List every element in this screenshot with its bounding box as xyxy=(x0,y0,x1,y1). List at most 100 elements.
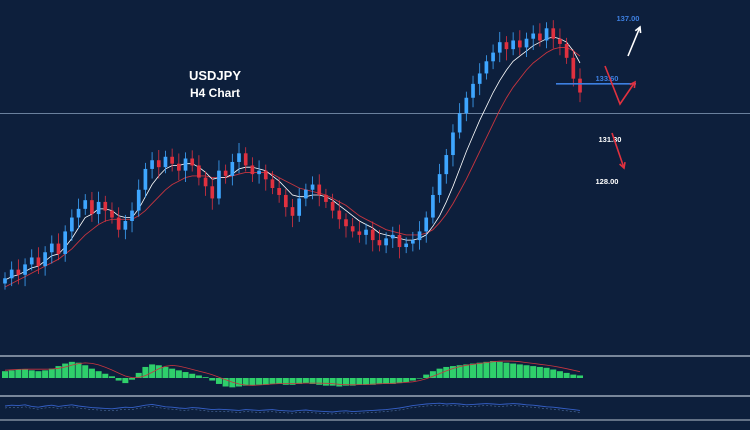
candle-body xyxy=(243,153,248,166)
candle-body xyxy=(36,257,41,267)
candle xyxy=(83,194,88,215)
candle xyxy=(538,23,542,47)
macd-bar xyxy=(182,372,189,378)
candle-body xyxy=(16,269,21,275)
candle-body xyxy=(531,33,536,39)
candle xyxy=(477,63,482,96)
candle-body xyxy=(330,201,335,211)
bullish-arrow xyxy=(627,26,641,57)
candle-body xyxy=(116,217,121,230)
macd-bar xyxy=(1,371,9,378)
candle-body xyxy=(70,217,74,232)
candle xyxy=(411,231,415,252)
candle-body xyxy=(397,234,402,248)
macd-bar xyxy=(135,372,142,378)
candle-body xyxy=(9,269,14,279)
candle-body xyxy=(504,42,509,50)
candle xyxy=(110,202,114,224)
candle-body xyxy=(156,160,161,168)
candle xyxy=(364,223,368,245)
candle xyxy=(484,55,489,80)
macd-bar xyxy=(523,365,530,378)
candle-body xyxy=(63,231,68,254)
candle-body xyxy=(457,113,462,133)
macd-bar xyxy=(195,375,202,378)
candle-body xyxy=(237,153,241,162)
candle-body xyxy=(471,83,475,98)
macd-bar xyxy=(389,378,396,384)
candle xyxy=(116,207,121,238)
candle-body xyxy=(571,57,576,79)
candle-body xyxy=(497,42,502,53)
candle xyxy=(130,202,134,233)
macd-bar xyxy=(530,366,537,378)
candle-body xyxy=(377,240,382,246)
candle xyxy=(237,143,241,174)
candle-body xyxy=(83,200,88,209)
macd-bar xyxy=(169,368,176,378)
candle-body xyxy=(3,278,7,284)
candle xyxy=(103,195,108,222)
candle-body xyxy=(143,168,148,190)
candle-body xyxy=(23,264,27,275)
candle xyxy=(404,237,409,254)
candle-body xyxy=(544,28,549,41)
candle xyxy=(3,272,7,290)
candle xyxy=(504,36,509,61)
candle xyxy=(417,221,422,250)
candle xyxy=(497,31,502,63)
price-pane: 133.60 131.30 128.00 137.00 USDJPY H4 Chart xyxy=(0,14,750,290)
macd-bar xyxy=(242,378,249,386)
candle xyxy=(9,261,14,287)
macd-bar xyxy=(35,371,42,378)
macd-bar xyxy=(215,378,222,384)
candle xyxy=(257,160,261,184)
candle-body xyxy=(277,188,281,195)
rsi-pane xyxy=(4,402,581,415)
macd-bar xyxy=(443,366,450,378)
candle xyxy=(217,160,221,205)
bearish-arrow-head xyxy=(619,161,626,170)
candle xyxy=(324,188,328,208)
macd-bar xyxy=(449,366,456,378)
macd-bar xyxy=(576,375,584,378)
candle-body xyxy=(90,200,94,215)
candle xyxy=(524,32,529,57)
candle xyxy=(350,218,355,238)
macd-bar xyxy=(316,378,323,385)
macd-bar xyxy=(129,378,136,380)
macd-bar xyxy=(189,373,196,378)
correction-arrow-head xyxy=(629,80,636,89)
candle xyxy=(337,200,342,229)
candle-body xyxy=(370,229,375,241)
macd-bar xyxy=(222,378,229,387)
macd-bar xyxy=(510,363,517,378)
candle xyxy=(150,152,154,179)
macd-bar xyxy=(409,378,416,381)
macd-bar xyxy=(456,365,463,378)
candle-body xyxy=(56,243,61,254)
macd-bar xyxy=(142,366,149,378)
macd-bar xyxy=(376,378,383,384)
macd-bar xyxy=(429,371,436,378)
level-label-133-60: 133.60 xyxy=(596,74,619,83)
candles-layer xyxy=(3,20,582,290)
macd-bar xyxy=(102,373,109,378)
candle-body xyxy=(283,194,288,208)
correction-arrow xyxy=(604,65,636,106)
macd-bar xyxy=(229,378,236,388)
candle xyxy=(283,188,288,217)
macd-bar xyxy=(175,370,182,378)
candle-body xyxy=(437,174,442,195)
bullish-arrow-head xyxy=(634,25,642,34)
candle-body xyxy=(417,231,422,241)
macd-bar xyxy=(276,378,283,384)
candle xyxy=(451,124,455,167)
candle xyxy=(230,153,235,186)
candle xyxy=(143,162,148,198)
macd-bar xyxy=(476,362,483,378)
candle-body xyxy=(223,170,228,176)
candle xyxy=(163,150,168,174)
candle-body xyxy=(578,78,582,93)
candle-body xyxy=(491,52,495,62)
